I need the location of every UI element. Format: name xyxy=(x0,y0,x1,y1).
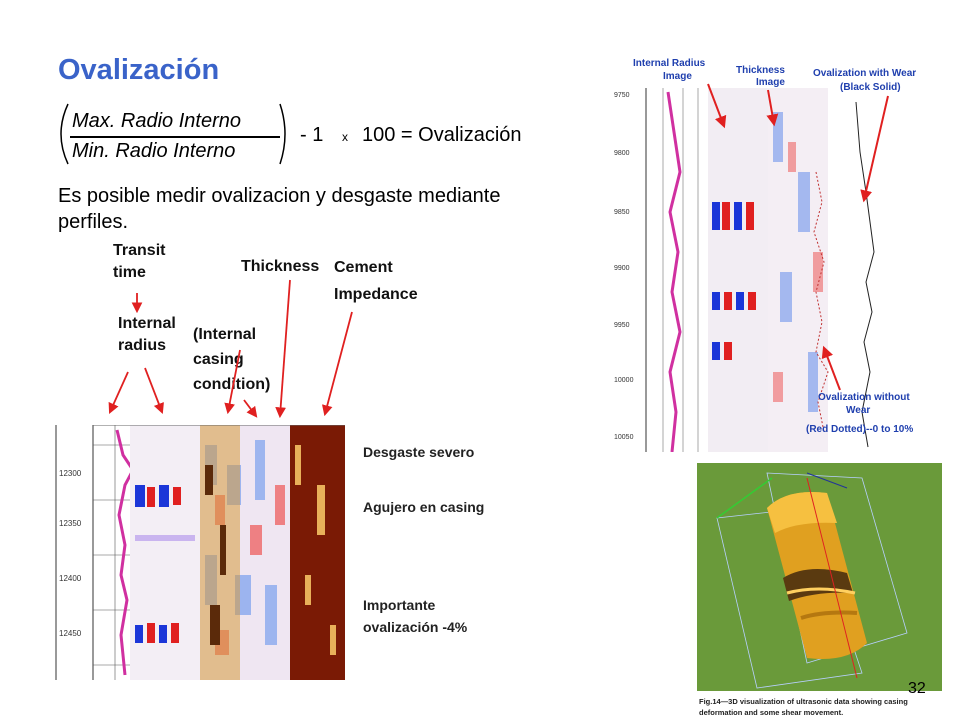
figure-caption-line1: Fig.14—3D visualization of ultrasonic da… xyxy=(699,697,908,706)
label-transit-line1: Transit xyxy=(113,242,166,259)
depth-label: 12300 xyxy=(59,469,82,478)
casing-3d-visualization: Fig.14—3D visualization of ultrasonic da… xyxy=(697,463,942,720)
label-ovalization-no-wear-2: Wear xyxy=(846,405,870,416)
depth-label: 9950 xyxy=(614,322,630,329)
callout-ovalization-line2: ovalización -4% xyxy=(363,619,468,635)
label-thickness-image-2: Image xyxy=(756,77,785,88)
depth-label: 12400 xyxy=(59,574,82,583)
depth-label: 9900 xyxy=(614,265,630,272)
depth-label: 9750 xyxy=(614,92,630,99)
label-casing-line3: condition) xyxy=(193,376,271,393)
callout-ovalization-line1: Importante xyxy=(363,597,436,613)
label-cement-impedance: Cement Impedance xyxy=(334,254,418,308)
label-thickness: Thickness xyxy=(241,258,320,275)
arrow-thickness xyxy=(275,279,291,419)
label-transit-line2: time xyxy=(113,264,146,281)
callout-casing-hole: Agujero en casing xyxy=(363,499,485,515)
callout-severe-wear: Desgaste severo xyxy=(363,444,475,460)
callout-ovalization: Importante ovalización -4% xyxy=(363,594,467,638)
label-internal-radius: Internal radius xyxy=(118,313,176,357)
depth-label: 12450 xyxy=(59,629,82,638)
page-number: 32 xyxy=(908,680,926,697)
label-thickness-image: Thickness xyxy=(736,65,785,76)
arrow-internal-1 xyxy=(108,371,129,414)
arrow-internal-2 xyxy=(144,367,164,415)
label-internal-radius-image-2: Image xyxy=(663,71,692,82)
formula-times: x xyxy=(342,130,348,144)
label-transit-time: Transit time xyxy=(113,240,165,284)
label-casing-line1: (Internal xyxy=(193,326,257,343)
depth-label: 10000 xyxy=(614,377,634,384)
formula-result: 100 = Ovalización xyxy=(362,124,522,146)
label-cement-line1: Cement xyxy=(334,259,393,276)
formula-denominator: Min. Radio Interno xyxy=(72,140,236,162)
depth-label: 9850 xyxy=(614,209,630,216)
label-ovalization-no-wear: Ovalization without xyxy=(818,392,910,403)
depth-label: 9800 xyxy=(614,150,630,157)
label-ovalization-wear: Ovalization with Wear xyxy=(813,68,916,79)
body-text: Es posible medir ovalizacion y desgaste … xyxy=(58,185,501,233)
label-casing-condition: (Internal casing condition) xyxy=(193,322,270,397)
formula-minus-one: - 1 xyxy=(300,124,324,146)
depth-label: 12350 xyxy=(59,519,82,528)
log-left-panel: 12300 12350 12400 12450 xyxy=(55,425,345,680)
label-ovalization-no-wear-3: (Red Dotted)--0 to 10% xyxy=(806,424,913,435)
figure-caption-line2: deformation and some shear movement. xyxy=(699,708,843,717)
depth-label: 10050 xyxy=(614,434,634,441)
label-internal-radius-image: Internal Radius xyxy=(633,58,706,69)
slide-title: Ovalización xyxy=(58,54,220,86)
label-internal-line2: radius xyxy=(118,337,167,354)
arrow-casing-2 xyxy=(243,399,258,418)
arrow-casing-1 xyxy=(224,349,241,415)
label-cement-line2: Impedance xyxy=(334,286,418,303)
label-internal-line1: Internal xyxy=(118,315,176,332)
formula-numerator: Max. Radio Interno xyxy=(72,110,241,132)
fraction-line xyxy=(70,136,280,138)
formula-brackets xyxy=(60,103,286,165)
log-right-panel: Internal Radius Image Thickness Image Ov… xyxy=(608,52,938,452)
label-ovalization-wear-2: (Black Solid) xyxy=(840,82,901,93)
label-casing-line2: casing xyxy=(193,351,244,368)
arrow-cement xyxy=(321,311,353,417)
